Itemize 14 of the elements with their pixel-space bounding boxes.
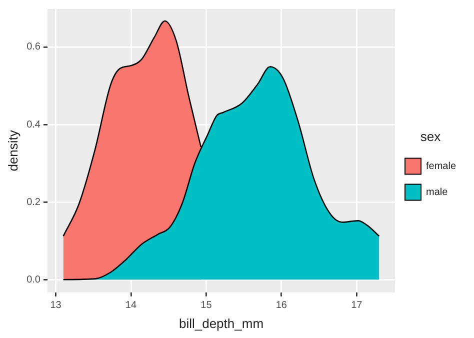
legend-title: sex xyxy=(420,128,442,144)
x-tick-label: 16 xyxy=(276,300,288,312)
x-tick-label: 13 xyxy=(50,300,62,312)
y-tick-label: 0.2 xyxy=(26,196,41,208)
y-axis-title: density xyxy=(5,130,20,172)
x-tick-label: 14 xyxy=(125,300,137,312)
x-axis-title: bill_depth_mm xyxy=(178,316,264,331)
y-tick-label: 0.6 xyxy=(26,42,41,53)
x-tick-label: 15 xyxy=(200,300,212,312)
x-tick-label: 17 xyxy=(351,300,363,312)
y-tick-label: 0.0 xyxy=(26,274,41,286)
legend-label: female xyxy=(426,161,456,172)
legend-label: male xyxy=(426,187,448,198)
y-tick-label: 0.4 xyxy=(26,119,41,130)
